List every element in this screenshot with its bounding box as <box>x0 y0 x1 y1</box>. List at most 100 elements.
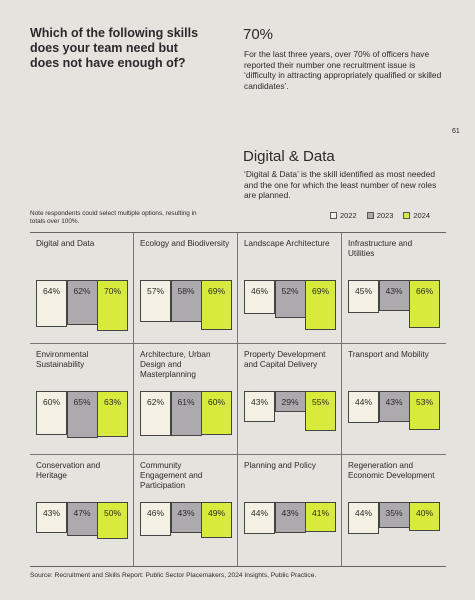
bar-value-label: 29% <box>281 397 299 407</box>
bar-value-label: 63% <box>103 397 121 407</box>
bar <box>36 502 67 534</box>
panel-title: Planning and Policy <box>244 461 316 470</box>
bar-value-label: 35% <box>385 508 403 518</box>
bar <box>409 280 440 329</box>
bar-value-label: 61% <box>177 397 195 407</box>
bar-value-label: 46% <box>146 508 164 518</box>
bar-value-label: 64% <box>42 286 60 296</box>
panel-title: Infrastructure and Utilities <box>348 239 413 258</box>
panel-title: Ecology and Biodiversity <box>140 239 230 248</box>
panel: Community Engagement and Participation 46… <box>134 455 238 566</box>
source: Source: Recruitment and Skills Report: P… <box>30 572 317 579</box>
bar-value-label: 50% <box>103 508 121 518</box>
bar <box>97 391 128 437</box>
bar <box>244 280 275 314</box>
panel: Regeneration and Economic Development 44%… <box>342 455 446 566</box>
bar-value-label: 46% <box>250 286 268 296</box>
bar-value-label: 66% <box>415 286 433 296</box>
panel-title: Conservation and Heritage <box>36 461 101 480</box>
legend-item: 2024 <box>403 211 430 220</box>
bar-value-label: 44% <box>250 508 268 518</box>
bar-value-label: 49% <box>207 508 225 518</box>
legend-label: 2022 <box>340 211 357 220</box>
bar-value-label: 58% <box>177 286 195 296</box>
bar-value-label: 52% <box>281 286 299 296</box>
bar <box>348 280 379 313</box>
bar <box>97 502 128 539</box>
legend-label: 2023 <box>376 211 394 220</box>
legend-swatch <box>366 212 374 219</box>
bar-value-label: 43% <box>250 397 268 407</box>
bar-value-label: 40% <box>415 508 433 518</box>
panel: Conservation and Heritage 43% 47% 50% <box>30 455 134 566</box>
bar-value-label: 60% <box>42 397 60 407</box>
bar-value-label: 43% <box>281 508 299 518</box>
bar <box>170 280 202 323</box>
bar-value-label: 57% <box>146 286 164 296</box>
page-number: 61 <box>452 128 460 135</box>
bar <box>201 502 232 538</box>
legend-swatch <box>330 212 337 219</box>
panel-title: Property Development and Capital Deliver… <box>244 350 326 369</box>
bar <box>66 502 98 537</box>
bar <box>409 391 440 430</box>
bar-value-label: 69% <box>207 286 225 296</box>
bar-value-label: 43% <box>42 508 60 518</box>
bar <box>305 280 336 331</box>
panel: Landscape Architecture 46% 52% 69% <box>238 233 342 344</box>
bar <box>66 280 98 326</box>
bar <box>244 502 275 535</box>
bar-value-label: 62% <box>73 286 91 296</box>
bar <box>378 502 410 528</box>
bar-value-label: 53% <box>415 397 433 407</box>
bar <box>140 502 171 536</box>
panel: Infrastructure and Utilities 45% 43% 66% <box>342 233 446 344</box>
bar-value-label: 55% <box>311 397 329 407</box>
panel-grid: Digital and Data 64% 62% 70% Ecology and Bio… <box>30 232 446 567</box>
panel-title: Transport and Mobility <box>348 350 429 359</box>
panel-title: Environmental Sustainability <box>36 350 89 369</box>
note: Note respondents could select multiple o… <box>30 210 197 225</box>
panel-title: Community Engagement and Participation <box>140 461 203 490</box>
bar <box>36 391 67 435</box>
panel: Transport and Mobility 44% 43% 53% <box>342 344 446 455</box>
highlight-text: ‘Digital & Data’ is the skill identified… <box>244 169 437 200</box>
panel: Digital and Data 64% 62% 70% <box>30 233 134 344</box>
bar <box>378 280 410 312</box>
bar <box>305 391 336 432</box>
legend-item: 2022 <box>330 211 357 220</box>
legend-swatch <box>403 212 411 219</box>
bar-value-label: 41% <box>311 508 329 518</box>
panel-title: Landscape Architecture <box>244 239 330 248</box>
bar-value-label: 69% <box>311 286 329 296</box>
panel: Ecology and Biodiversity 57% 58% 69% <box>134 233 238 344</box>
bar-value-label: 45% <box>354 286 372 296</box>
panel: Architecture, Urban Design and Masterpla… <box>134 344 238 455</box>
legend-label: 2024 <box>413 211 431 220</box>
bar <box>305 502 336 532</box>
bar <box>97 280 128 332</box>
bar-value-label: 60% <box>207 397 225 407</box>
bar <box>348 391 379 424</box>
panel: Planning and Policy 44% 43% 41% <box>238 455 342 566</box>
bar-value-label: 43% <box>177 508 195 518</box>
panel: Property Development and Capital Deliver… <box>238 344 342 455</box>
bar-value-label: 44% <box>354 508 372 518</box>
bar-value-label: 70% <box>103 286 121 296</box>
bar <box>170 391 202 436</box>
bar-value-label: 62% <box>146 397 164 407</box>
bar <box>409 502 440 532</box>
panel-title: Digital and Data <box>36 239 95 248</box>
bar <box>274 280 306 318</box>
panel-title: Architecture, Urban Design and Masterpla… <box>140 350 211 379</box>
stat-text: For the last three years, over 70% of of… <box>244 49 442 91</box>
bar <box>36 280 67 327</box>
legend-item: 2023 <box>366 211 394 220</box>
bar <box>170 502 202 534</box>
legend: 2022 2023 2024 <box>330 211 430 220</box>
bar-value-label: 65% <box>73 397 91 407</box>
bar-value-label: 43% <box>385 286 403 296</box>
question: Which of the following skills does your … <box>30 26 199 70</box>
panel: Environmental Sustainability 60% 65% 63% <box>30 344 134 455</box>
